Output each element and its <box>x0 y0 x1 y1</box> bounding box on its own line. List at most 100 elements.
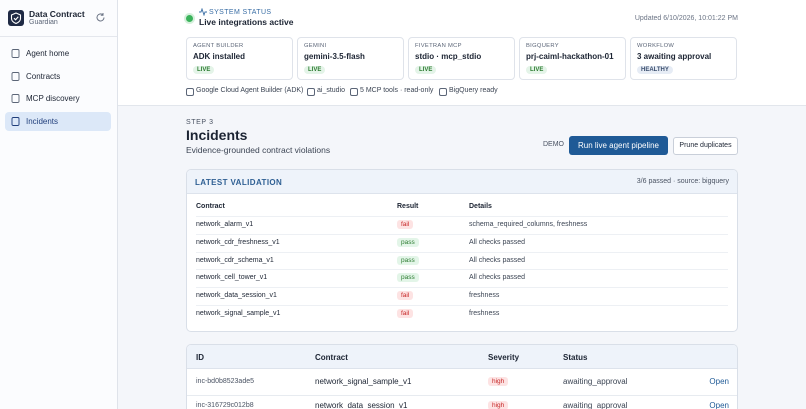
integration-card: FIVETRAN MCP stdio · mcp_stdio LIVE <box>408 37 515 80</box>
card-label: GEMINI <box>304 43 327 49</box>
status-label: SYSTEM STATUS <box>209 8 272 16</box>
card-label: BIGQUERY <box>526 43 559 49</box>
nav-icon <box>11 71 20 81</box>
details: All checks passed <box>469 238 526 246</box>
integration-card: BIGQUERY prj-caiml-hackathon-01 LIVE <box>519 37 626 80</box>
severity-pill: high <box>488 377 509 386</box>
result-pill: fail <box>397 291 414 301</box>
row-divider <box>196 305 728 306</box>
column-header: Details <box>469 203 492 210</box>
nav-item[interactable]: Agent home <box>5 44 111 63</box>
nav-item[interactable]: MCP discovery <box>5 89 111 108</box>
card-value: prj-caiml-hackathon-01 <box>526 52 614 61</box>
nav-item[interactable]: Incidents <box>5 111 111 131</box>
contract-name: network_cell_tower_v1 <box>196 274 268 282</box>
card-badge: LIVE <box>415 66 437 74</box>
nav-icon <box>11 49 20 58</box>
row-divider <box>187 395 737 396</box>
refresh-button[interactable] <box>95 12 106 23</box>
incidents-header <box>187 345 737 369</box>
contract-name: network_cdr_freshness_v1 <box>196 238 280 246</box>
column-header: Contract <box>196 203 225 210</box>
card-value: ADK installed <box>193 52 246 61</box>
divider <box>0 36 117 37</box>
column-header: Result <box>397 203 419 210</box>
page-subtitle: Evidence-grounded contract violations <box>186 145 331 155</box>
open-link[interactable]: Open <box>709 377 729 386</box>
details: freshness <box>469 310 500 317</box>
incident-status: awaiting_approval <box>563 377 628 386</box>
card-label: FIVETRAN MCP <box>415 43 462 49</box>
incidents-panel: ID Contract Severity Status inc-bd0b8523ade5… <box>186 344 738 409</box>
chip-text: ai_studio <box>317 87 346 94</box>
result-pill: pass <box>397 255 419 265</box>
integration-card: WORKFLOW 3 awaiting approval HEALTHY <box>630 37 737 80</box>
chip-icon <box>186 88 194 96</box>
details: freshness <box>469 292 500 300</box>
severity-pill: high <box>488 401 509 409</box>
details: All checks passed <box>469 274 526 282</box>
contract-name: network_alarm_v1 <box>196 221 254 228</box>
row-divider <box>196 216 728 217</box>
incident-contract: network_data_session_v1 <box>315 401 408 409</box>
card-badge: HEALTHY <box>637 66 673 74</box>
chip-icon <box>350 88 358 96</box>
chip-text: BigQuery ready <box>449 87 498 94</box>
card-badge: LIVE <box>304 66 326 74</box>
brand-title: Data Contract <box>29 9 85 19</box>
pulse-icon <box>199 8 207 16</box>
result-pill: pass <box>397 273 419 283</box>
logo <box>8 10 24 26</box>
row-divider <box>196 287 728 289</box>
logo-icon <box>10 12 22 25</box>
nav-label: Incidents <box>26 116 59 126</box>
open-link[interactable]: Open <box>709 401 729 409</box>
nav-label: Agent home <box>26 49 70 58</box>
result-pill: fail <box>397 309 414 318</box>
page-title: Incidents <box>186 127 248 143</box>
card-value: gemini-3.5-flash <box>304 52 365 61</box>
validation-header <box>187 170 737 194</box>
column-header: ID <box>196 353 204 362</box>
contract-name: network_cdr_schema_v1 <box>196 256 274 264</box>
column-header: Contract <box>315 353 348 362</box>
updated-time: Updated 6/10/2026, 10:01:22 PM <box>634 15 738 22</box>
run-pipeline-button[interactable]: Run live agent pipeline <box>569 136 668 155</box>
validation-title: LATEST VALIDATION <box>195 178 283 187</box>
result-pill: fail <box>397 220 414 229</box>
column-header: Status <box>563 353 588 362</box>
chip-icon <box>307 88 315 96</box>
card-label: AGENT BUILDER <box>193 43 244 49</box>
status-header: SYSTEM STATUS Live integrations active U… <box>118 0 806 106</box>
card-value: 3 awaiting approval <box>637 52 712 61</box>
row-divider <box>196 269 728 271</box>
integration-card: GEMINI gemini-3.5-flash LIVE <box>297 37 404 80</box>
card-value: stdio · mcp_stdio <box>415 52 482 61</box>
contract-name: network_data_session_v1 <box>196 292 277 300</box>
nav-label: Contracts <box>26 71 61 81</box>
nav-item[interactable]: Contracts <box>5 67 111 86</box>
status-headline: Live integrations active <box>199 17 294 27</box>
step-label: STEP 3 <box>186 119 214 126</box>
incident-id: inc-316729c012b8 <box>196 402 254 409</box>
status-dot <box>186 15 193 22</box>
integration-card: AGENT BUILDER ADK installed LIVE <box>186 37 293 80</box>
incident-contract: network_signal_sample_v1 <box>315 377 412 386</box>
sidebar: Data Contract Guardian Agent home Contrac… <box>0 0 118 409</box>
validation-summary: 3/6 passed · source: bigquery <box>636 178 729 185</box>
mode-label: DEMO <box>543 141 564 148</box>
card-badge: LIVE <box>526 66 548 74</box>
chip-icon <box>439 88 447 96</box>
column-header: Severity <box>488 353 520 362</box>
contract-name: network_signal_sample_v1 <box>196 310 281 317</box>
nav-icon <box>11 116 20 126</box>
prune-button[interactable]: Prune duplicates <box>673 137 738 155</box>
row-divider <box>196 233 728 235</box>
nav-label: MCP discovery <box>26 94 80 103</box>
card-badge: LIVE <box>193 66 215 74</box>
validation-panel: LATEST VALIDATION 3/6 passed · source: b… <box>186 169 738 332</box>
chip-text: 5 MCP tools · read-only <box>360 87 434 94</box>
incident-status: awaiting_approval <box>563 401 628 409</box>
details: All checks passed <box>469 256 526 264</box>
